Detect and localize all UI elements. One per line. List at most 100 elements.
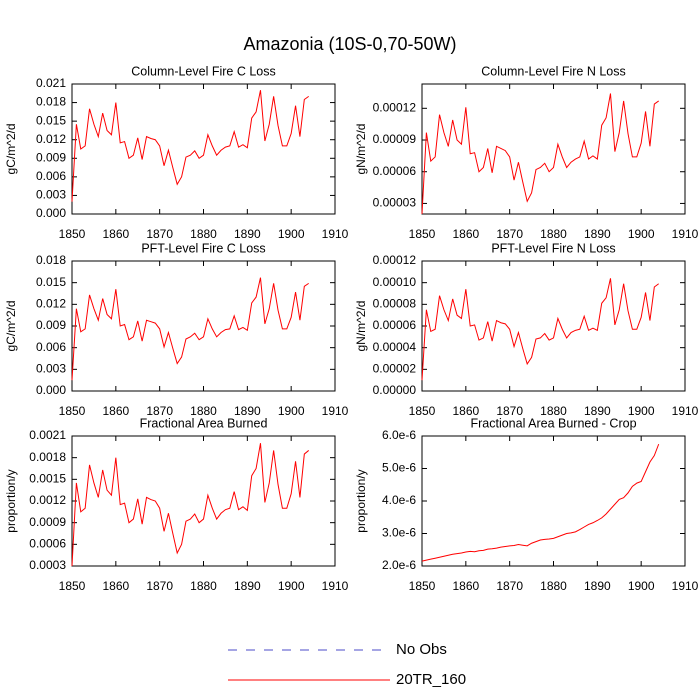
data-line	[71, 443, 310, 567]
y-tick-label: 0.00008	[373, 297, 417, 311]
panel-title: Fractional Area Burned - Crop	[470, 416, 636, 430]
y-tick-label: 0.00012	[373, 253, 417, 267]
plot-frame	[421, 435, 686, 567]
y-tick-label: 0.0009	[29, 515, 66, 529]
y-tick-label: 0.000	[36, 383, 66, 397]
x-tick-label: 1860	[102, 579, 129, 593]
figure-title: Amazonia (10S-0,70-50W)	[243, 34, 456, 54]
y-tick-label: 0.00000	[373, 383, 417, 397]
y-tick-label: 0.0012	[29, 493, 66, 507]
y-tick-label: 0.00003	[373, 196, 417, 210]
y-tick-label: 2.0e-6	[382, 558, 416, 572]
x-tick-label: 1850	[59, 227, 86, 241]
x-tick-label: 1900	[278, 227, 305, 241]
x-tick-label: 1860	[452, 227, 479, 241]
x-tick-label: 1860	[102, 404, 129, 418]
y-tick-label: 0.006	[36, 340, 66, 354]
y-tick-label: 0.012	[36, 297, 66, 311]
y-tick-label: 0.006	[36, 169, 66, 183]
plot-frame	[421, 83, 686, 215]
data-line	[421, 443, 660, 562]
y-axis-label: gN/m^2/d	[354, 124, 368, 175]
panel-title: Column-Level Fire N Loss	[481, 64, 626, 78]
x-tick-label: 1880	[540, 404, 567, 418]
x-tick-label: 1860	[452, 404, 479, 418]
y-tick-label: 0.018	[36, 95, 66, 109]
x-tick-label: 1850	[409, 227, 436, 241]
x-tick-label: 1880	[540, 227, 567, 241]
y-axis-label: gC/m^2/d	[4, 301, 18, 352]
y-tick-label: 0.012	[36, 132, 66, 146]
plot-frame	[71, 83, 336, 215]
y-tick-label: 4.0e-6	[382, 493, 416, 507]
y-tick-label: 5.0e-6	[382, 461, 416, 475]
x-tick-label: 1900	[278, 579, 305, 593]
x-tick-label: 1900	[628, 579, 655, 593]
x-tick-label: 1890	[234, 579, 261, 593]
y-axis-label: gC/m^2/d	[4, 124, 18, 175]
x-tick-label: 1870	[496, 404, 523, 418]
data-line	[71, 277, 309, 381]
y-tick-label: 0.009	[36, 150, 66, 164]
y-tick-label: 0.00004	[373, 340, 417, 354]
panel-title: PFT-Level Fire N Loss	[491, 241, 615, 255]
x-tick-label: 1910	[322, 227, 349, 241]
y-tick-label: 0.000	[36, 206, 66, 220]
y-tick-label: 0.0018	[29, 450, 66, 464]
x-tick-label: 1890	[584, 227, 611, 241]
x-tick-label: 1880	[540, 579, 567, 593]
x-tick-label: 1880	[190, 227, 217, 241]
y-tick-label: 0.00012	[373, 100, 417, 114]
y-tick-label: 0.015	[36, 113, 66, 127]
x-tick-label: 1890	[584, 579, 611, 593]
x-tick-label: 1910	[322, 404, 349, 418]
x-tick-label: 1860	[452, 579, 479, 593]
plot-frame	[71, 435, 336, 567]
y-tick-label: 0.00006	[373, 164, 417, 178]
x-tick-label: 1890	[234, 227, 261, 241]
x-tick-label: 1900	[628, 227, 655, 241]
x-tick-label: 1910	[672, 227, 699, 241]
y-tick-label: 0.00002	[373, 362, 417, 376]
x-tick-label: 1870	[146, 227, 173, 241]
y-tick-label: 0.021	[36, 76, 66, 90]
x-tick-label: 1850	[409, 404, 436, 418]
plot-frame	[421, 260, 686, 392]
y-axis-label: proportion/y	[354, 469, 368, 532]
y-tick-label: 0.003	[36, 362, 66, 376]
panel-title: PFT-Level Fire C Loss	[141, 241, 265, 255]
panel-title: Column-Level Fire C Loss	[131, 64, 276, 78]
y-tick-label: 0.0021	[29, 428, 66, 442]
x-tick-label: 1910	[322, 579, 349, 593]
x-tick-label: 1880	[190, 404, 217, 418]
y-tick-label: 0.0006	[29, 537, 66, 551]
y-tick-label: 0.00006	[373, 318, 417, 332]
x-tick-label: 1900	[628, 404, 655, 418]
y-tick-label: 0.00009	[373, 132, 417, 146]
x-tick-label: 1870	[146, 404, 173, 418]
x-tick-label: 1900	[278, 404, 305, 418]
x-tick-label: 1910	[672, 404, 699, 418]
y-axis-label: gN/m^2/d	[354, 301, 368, 352]
x-tick-label: 1870	[496, 227, 523, 241]
y-tick-label: 0.0015	[29, 472, 66, 486]
y-tick-label: 0.018	[36, 253, 66, 267]
x-tick-label: 1850	[59, 404, 86, 418]
x-tick-label: 1850	[59, 579, 86, 593]
y-tick-label: 6.0e-6	[382, 428, 416, 442]
data-line	[71, 90, 309, 202]
y-tick-label: 0.009	[36, 318, 66, 332]
panel-title: Fractional Area Burned	[140, 416, 268, 430]
y-tick-label: 3.0e-6	[382, 526, 416, 540]
y-tick-label: 0.0003	[29, 558, 66, 572]
y-tick-label: 0.015	[36, 275, 66, 289]
data-line	[421, 278, 659, 381]
x-tick-label: 1870	[146, 579, 173, 593]
plot-frame	[71, 260, 336, 392]
y-tick-label: 0.003	[36, 188, 66, 202]
x-tick-label: 1890	[584, 404, 611, 418]
x-tick-label: 1850	[409, 579, 436, 593]
x-tick-label: 1910	[672, 579, 699, 593]
legend-label: No Obs	[396, 641, 447, 658]
